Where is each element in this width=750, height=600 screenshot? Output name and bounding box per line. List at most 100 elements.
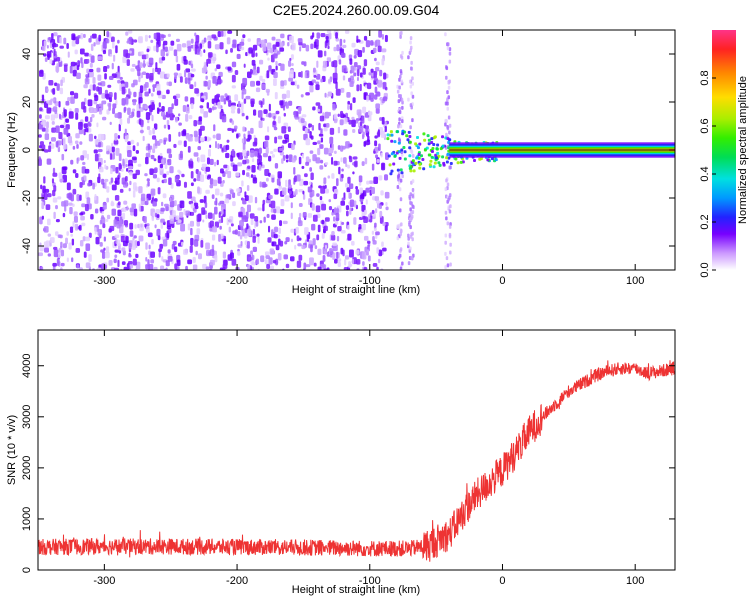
noise-cell bbox=[247, 38, 251, 42]
noise-cell bbox=[333, 193, 338, 200]
transition-cell bbox=[418, 142, 422, 146]
noise-cell bbox=[198, 116, 203, 122]
streak-cell bbox=[398, 117, 401, 122]
noise-cell bbox=[260, 101, 263, 108]
noise-cell bbox=[74, 140, 79, 145]
noise-cell bbox=[160, 34, 166, 38]
noise-cell bbox=[241, 138, 245, 144]
noise-cell bbox=[275, 244, 280, 251]
noise-cell bbox=[385, 202, 388, 207]
noise-cell bbox=[172, 240, 177, 246]
noise-cell bbox=[152, 127, 156, 135]
noise-cell bbox=[81, 62, 84, 69]
noise-cell bbox=[137, 163, 142, 167]
noise-cell bbox=[177, 266, 180, 270]
noise-cell bbox=[81, 222, 86, 227]
noise-cell bbox=[367, 214, 371, 220]
noise-cell bbox=[39, 141, 44, 146]
noise-cell bbox=[245, 115, 249, 120]
noise-cell bbox=[340, 145, 344, 152]
noise-cell bbox=[199, 199, 204, 203]
streak-cell bbox=[449, 250, 452, 255]
noise-cell bbox=[328, 199, 332, 203]
noise-cell bbox=[322, 255, 326, 262]
noise-cell bbox=[168, 153, 173, 159]
noise-cell bbox=[341, 52, 345, 58]
noise-cell bbox=[340, 229, 346, 234]
noise-cell bbox=[298, 106, 302, 115]
noise-cell bbox=[381, 116, 385, 125]
noise-cell bbox=[176, 259, 181, 267]
noise-cell bbox=[183, 181, 187, 188]
noise-cell bbox=[127, 149, 132, 158]
transition-cell bbox=[408, 140, 412, 144]
noise-cell bbox=[264, 169, 270, 176]
noise-cell bbox=[331, 157, 334, 165]
noise-cell bbox=[242, 126, 246, 132]
noise-cell bbox=[338, 259, 341, 264]
noise-cell bbox=[56, 56, 61, 62]
noise-cell bbox=[355, 204, 358, 210]
noise-cell bbox=[375, 200, 381, 204]
noise-cell bbox=[334, 150, 337, 154]
noise-cell bbox=[371, 230, 375, 235]
noise-cell bbox=[319, 263, 325, 268]
noise-cell bbox=[243, 98, 247, 104]
streak-cell bbox=[407, 97, 410, 102]
noise-cell bbox=[294, 244, 297, 250]
noise-cell bbox=[254, 137, 258, 146]
noise-cell bbox=[62, 243, 67, 249]
noise-cell bbox=[326, 189, 329, 194]
noise-cell bbox=[262, 203, 265, 212]
noise-cell bbox=[132, 145, 136, 152]
streak-cell bbox=[410, 255, 413, 260]
noise-cell bbox=[79, 48, 85, 55]
transition-cell bbox=[400, 171, 404, 175]
noise-cell bbox=[212, 106, 217, 110]
noise-cell bbox=[61, 153, 65, 161]
noise-cell bbox=[333, 160, 338, 166]
noise-cell bbox=[169, 218, 175, 224]
noise-cell bbox=[364, 92, 367, 100]
noise-cell bbox=[46, 51, 52, 58]
noise-cell bbox=[50, 114, 55, 121]
transition-cell bbox=[441, 155, 445, 159]
noise-cell bbox=[209, 158, 214, 166]
transition-cell bbox=[408, 167, 412, 171]
noise-cell bbox=[343, 129, 348, 136]
noise-cell bbox=[68, 111, 74, 119]
noise-cell bbox=[126, 263, 130, 270]
noise-cell bbox=[347, 104, 350, 110]
streak-cell bbox=[411, 153, 415, 158]
streak-cell bbox=[409, 225, 412, 230]
noise-cell bbox=[140, 51, 144, 55]
streak-cell bbox=[401, 119, 404, 124]
transition-cell bbox=[432, 142, 436, 146]
noise-cell bbox=[166, 73, 170, 78]
transition-cell bbox=[414, 161, 418, 165]
noise-cell bbox=[62, 143, 67, 150]
noise-cell bbox=[71, 33, 76, 41]
noise-cell bbox=[245, 52, 248, 57]
noise-cell bbox=[166, 148, 172, 154]
noise-cell bbox=[251, 53, 255, 58]
streak-cell bbox=[407, 55, 410, 60]
noise-cell bbox=[177, 219, 182, 223]
noise-cell bbox=[370, 40, 374, 46]
noise-cell bbox=[190, 196, 196, 202]
transition-cell bbox=[412, 169, 416, 173]
noise-cell bbox=[209, 249, 215, 257]
noise-cell bbox=[56, 258, 60, 266]
noise-cell bbox=[252, 246, 258, 252]
noise-cell bbox=[93, 42, 96, 47]
colorbar-ticks: 0.00.20.40.60.8 bbox=[699, 70, 716, 278]
noise-cell bbox=[275, 60, 278, 66]
noise-cell bbox=[349, 199, 355, 208]
noise-cell bbox=[288, 190, 292, 195]
noise-cell bbox=[379, 69, 383, 77]
noise-cell bbox=[114, 254, 118, 259]
noise-cell bbox=[275, 41, 280, 47]
noise-cell bbox=[139, 130, 144, 134]
noise-cell bbox=[75, 112, 79, 120]
noise-cell bbox=[117, 65, 120, 74]
